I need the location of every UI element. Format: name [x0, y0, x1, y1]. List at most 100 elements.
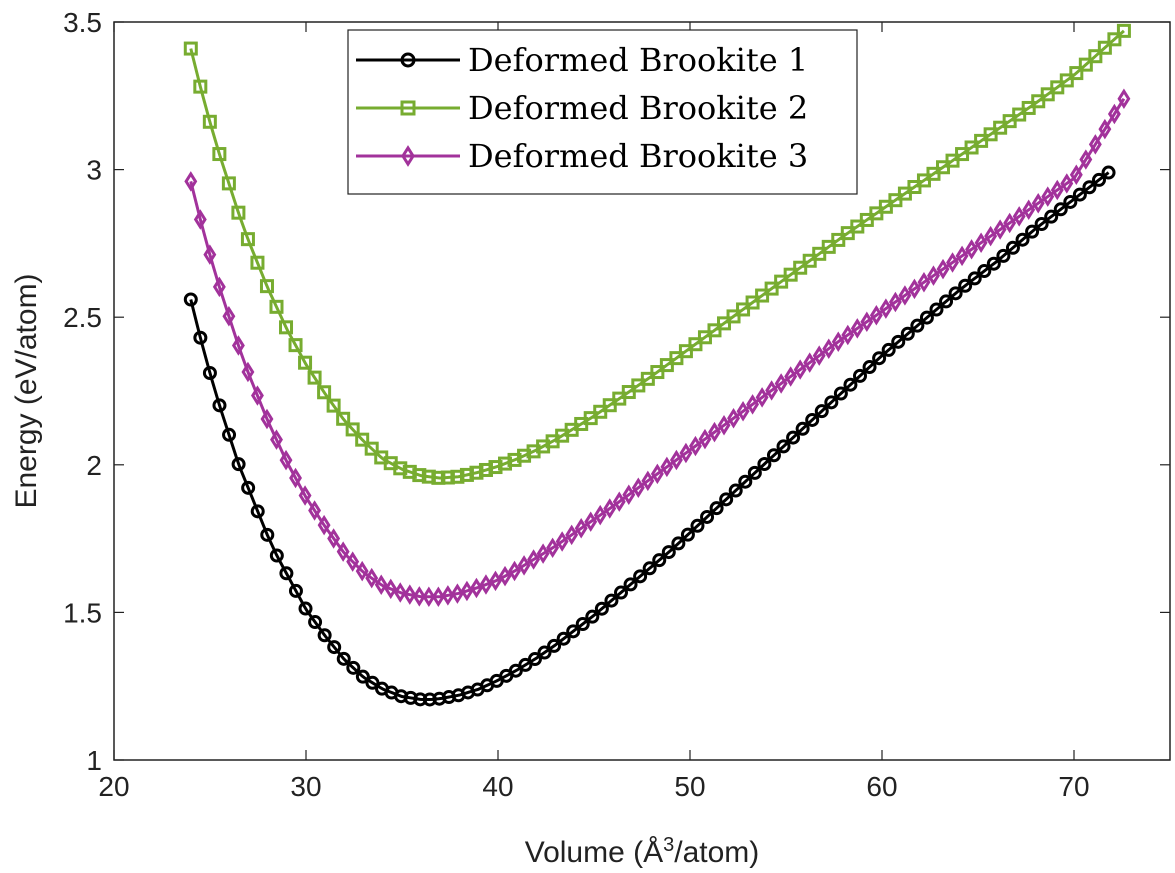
data-point — [755, 387, 769, 408]
data-point — [222, 305, 236, 327]
data-point — [746, 394, 760, 415]
data-point — [326, 398, 341, 413]
data-point — [364, 441, 379, 456]
data-point — [728, 483, 743, 498]
data-point — [336, 651, 351, 666]
data-point — [317, 385, 332, 400]
data-point — [661, 545, 676, 560]
data-point — [574, 518, 588, 539]
data-point — [308, 615, 323, 630]
data-point — [566, 624, 581, 639]
data-point — [298, 485, 312, 506]
data-point — [984, 225, 998, 247]
data-point — [183, 292, 198, 307]
legend-marker — [400, 100, 416, 116]
data-point — [584, 511, 598, 532]
data-point — [327, 528, 341, 549]
data-point — [738, 474, 753, 489]
legend-label: Deformed Brookite 3 — [468, 137, 808, 175]
data-point — [879, 298, 893, 319]
data-point — [393, 582, 407, 603]
x-axis-label-sup: 3 — [663, 834, 674, 856]
data-point — [527, 652, 542, 667]
data-point — [747, 465, 762, 480]
data-point — [708, 421, 721, 443]
data-point — [603, 498, 617, 519]
data-point — [633, 569, 648, 584]
data-point — [698, 428, 712, 450]
data-point — [289, 467, 302, 489]
data-point — [766, 448, 781, 463]
data-point — [604, 593, 619, 608]
data-point — [1005, 240, 1020, 255]
data-point — [193, 330, 208, 345]
data-point — [260, 408, 274, 430]
data-point — [642, 561, 657, 576]
data-point — [336, 541, 350, 562]
data-point — [183, 41, 198, 56]
series-3 — [184, 88, 1131, 607]
data-point — [1107, 103, 1121, 125]
data-point — [1078, 57, 1093, 72]
data-point — [1050, 179, 1064, 201]
data-point — [384, 578, 398, 600]
data-point — [1098, 118, 1112, 140]
data-point — [765, 380, 779, 401]
data-point — [1072, 187, 1087, 202]
data-point — [719, 492, 734, 507]
data-point — [641, 470, 655, 492]
data-point — [269, 299, 284, 314]
data-point — [537, 645, 552, 660]
data-point — [203, 244, 217, 265]
data-point — [1060, 173, 1074, 194]
series-2 — [183, 23, 1131, 485]
y-tick-label: 1.5 — [63, 597, 102, 628]
data-point — [669, 449, 683, 471]
data-point — [355, 669, 370, 684]
data-point — [936, 258, 950, 280]
data-point — [774, 373, 788, 394]
data-point — [222, 427, 237, 442]
data-point — [1097, 40, 1112, 55]
data-point — [555, 531, 569, 552]
data-point — [727, 408, 740, 429]
data-point — [614, 585, 628, 600]
data-point — [441, 585, 455, 606]
data-point — [927, 265, 940, 286]
data-point — [594, 601, 609, 616]
data-point — [212, 398, 227, 413]
data-point — [298, 355, 313, 370]
data-point — [872, 351, 887, 366]
y-tick-label: 1 — [86, 745, 102, 776]
x-axis-label-main: Volume (Å — [525, 836, 663, 869]
axis-ticks: 20 30 40 50 60 70 1 1.5 2 2.5 3 3.5 — [63, 7, 1170, 802]
legend-marker — [401, 145, 415, 167]
data-point — [345, 422, 360, 437]
data-point — [1034, 216, 1049, 231]
data-point — [517, 555, 531, 576]
data-point — [822, 338, 836, 359]
data-point — [585, 609, 600, 624]
data-point — [1092, 172, 1106, 187]
data-point — [919, 310, 934, 325]
data-point — [260, 527, 275, 542]
data-point — [365, 567, 379, 589]
data-point — [231, 205, 246, 220]
data-point — [1082, 180, 1097, 195]
data-point — [831, 331, 845, 352]
data-point — [967, 271, 982, 286]
data-point — [793, 359, 807, 380]
data-point — [888, 291, 902, 313]
data-point — [612, 491, 626, 512]
data-point — [946, 252, 959, 273]
data-point — [259, 279, 274, 294]
data-point — [308, 500, 322, 521]
legend-label: Deformed Brookite 2 — [468, 89, 808, 127]
legend: Deformed Brookite 1 Deformed Brookite 2 De… — [347, 29, 858, 195]
data-point — [860, 311, 874, 333]
data-point — [709, 501, 724, 516]
data-point — [221, 176, 236, 191]
data-point — [1101, 165, 1116, 180]
data-point — [757, 457, 772, 472]
data-point — [1088, 49, 1103, 64]
